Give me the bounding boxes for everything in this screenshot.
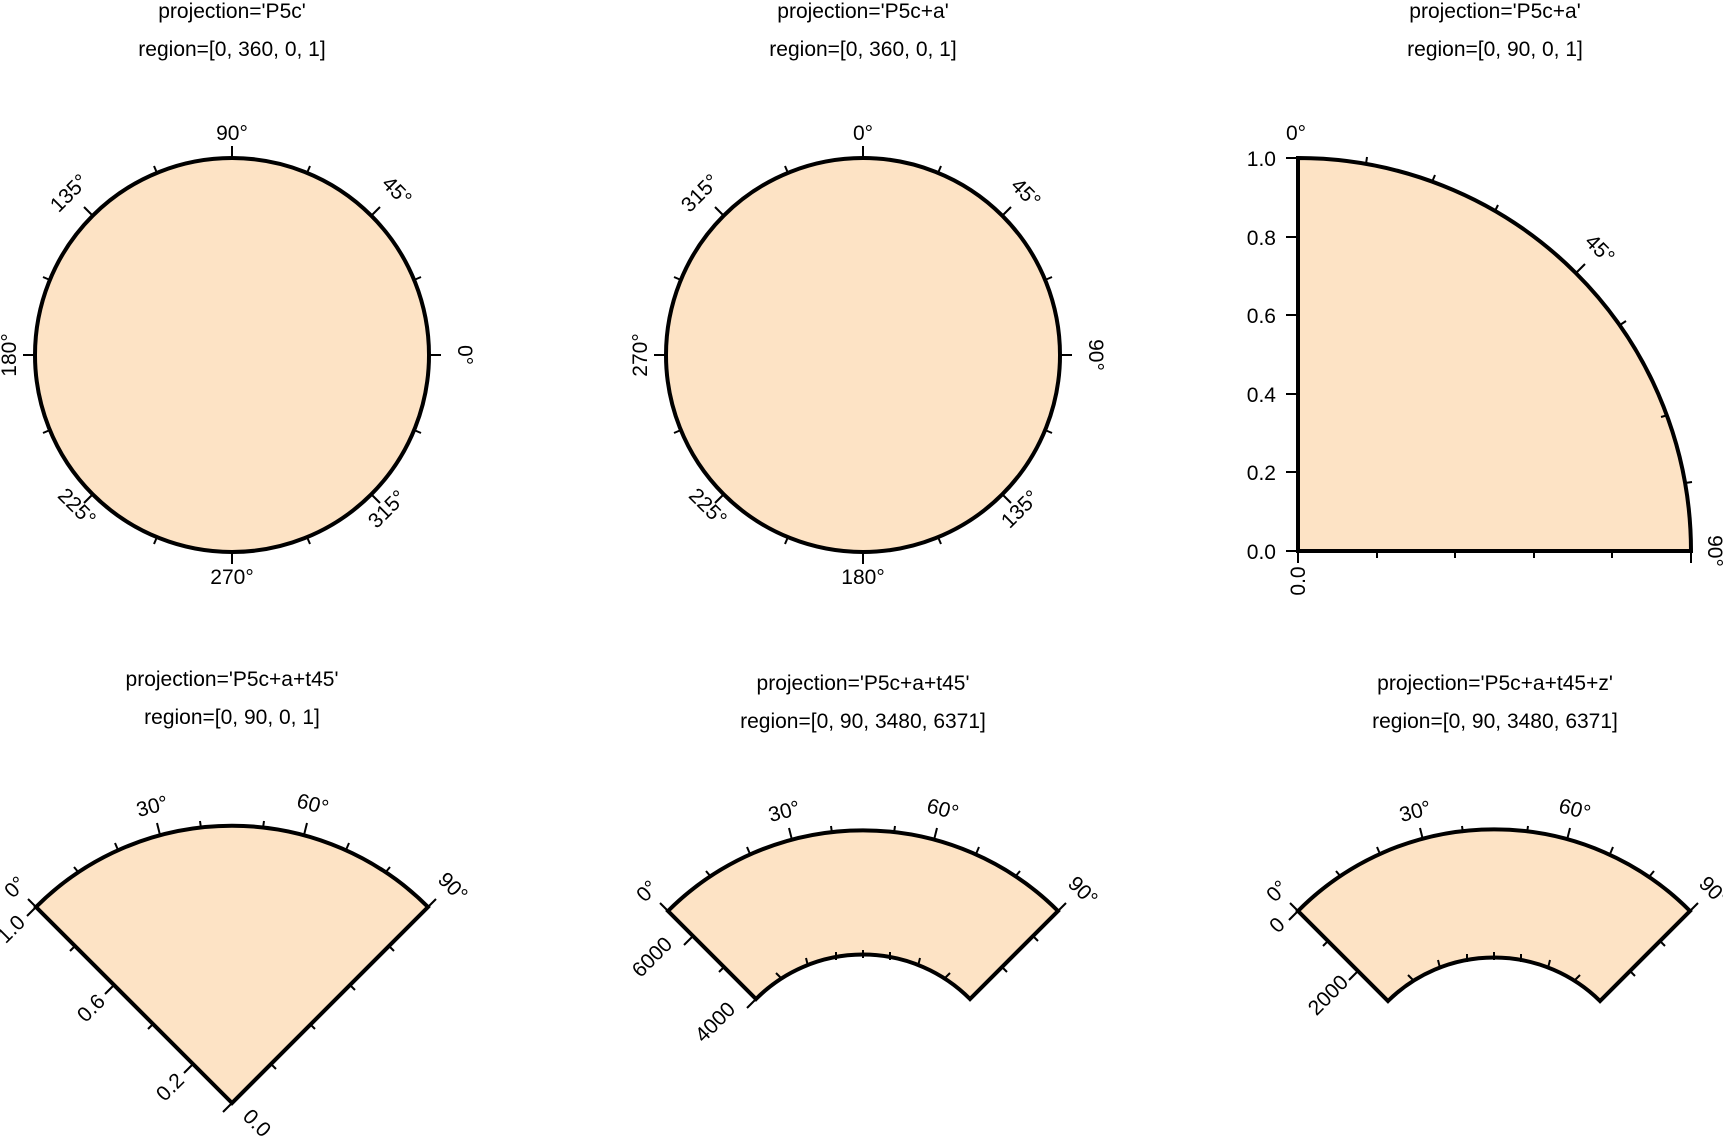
radius-label-0-0: 0.0 — [238, 1105, 275, 1139]
angle-label-90: 90° — [216, 122, 248, 145]
radius-label-0-0-bottom: 0.0 — [1287, 566, 1310, 595]
plot-area — [1298, 158, 1691, 551]
plot-area — [35, 158, 429, 552]
panel-title-line-2: region=[0, 360, 0, 1] — [138, 38, 325, 61]
angle-label-90: 90° — [433, 868, 472, 907]
angle-label-0: 0° — [1286, 122, 1306, 145]
angle-label-60: 60° — [294, 790, 331, 820]
radius-label-0-6: 0.6 — [73, 990, 110, 1027]
panel-title-line-1: projection='P5c+a' — [777, 0, 948, 23]
panel-p5c-a-quarter: projection='P5c+a' region=[0, 90, 0, 1] — [1247, 0, 1723, 596]
panel-title-line-2: region=[0, 90, 0, 1] — [144, 706, 320, 729]
radius-label-4000: 4000 — [691, 998, 740, 1047]
angle-label-0: 0° — [853, 122, 873, 145]
angle-label-90: 90° — [1084, 339, 1107, 371]
radius-label-0-6: 0.6 — [1247, 305, 1276, 328]
angle-label-0: 0° — [0, 872, 30, 902]
panel-title-line-1: projection='P5c+a+t45' — [126, 668, 339, 691]
panel-title-line-2: region=[0, 90, 3480, 6371] — [1372, 710, 1618, 733]
angle-label-270: 270° — [210, 566, 253, 589]
radius-label-0-4: 0.4 — [1247, 384, 1277, 407]
angle-label-30: 30° — [134, 792, 171, 822]
radius-label-6000: 6000 — [628, 933, 677, 982]
plot-frame — [665, 828, 1061, 1002]
plot-frame — [33, 823, 431, 1106]
panel-title-line-1: projection='P5c' — [158, 0, 306, 23]
panel-title-line-2: region=[0, 360, 0, 1] — [769, 38, 956, 61]
radius-label-0-8: 0.8 — [1247, 227, 1276, 250]
panel-title-line-2: region=[0, 90, 3480, 6371] — [740, 710, 986, 733]
angle-label-45: 45° — [377, 172, 416, 211]
plot-frame — [33, 156, 431, 554]
radius-label-1-0: 1.0 — [0, 911, 30, 948]
radius-label-0: 0 — [1265, 913, 1290, 938]
angle-label-90: 90° — [1703, 535, 1723, 567]
radius-label-0-2: 0.2 — [152, 1069, 189, 1106]
angle-label-0: 0° — [453, 345, 476, 365]
panel-title-line-2: region=[0, 90, 0, 1] — [1407, 38, 1583, 61]
angle-label-60: 60° — [1556, 795, 1593, 825]
panel-p5c-a-t45: projection='P5c+a+t45' region=[0, 90, 0,… — [0, 668, 472, 1139]
angle-label-45: 45° — [1006, 174, 1045, 213]
angle-label-90: 90° — [1063, 872, 1102, 911]
angle-label-0: 0° — [632, 876, 662, 906]
angle-label-180: 180° — [0, 333, 21, 376]
plot-frame — [1296, 155, 1694, 553]
angle-label-45: 45° — [1580, 230, 1619, 269]
panel-p5c-a: projection='P5c+a' region=[0, 360, 0, 1]… — [629, 0, 1107, 589]
angle-label-0: 0° — [1262, 876, 1292, 906]
radius-label-1-0: 1.0 — [1247, 148, 1276, 171]
plot-area — [36, 825, 428, 1103]
angle-label-270: 270° — [629, 333, 652, 376]
angle-label-90: 90° — [1694, 872, 1723, 911]
panel-title-line-1: projection='P5c+a' — [1409, 0, 1580, 23]
panel-p5c-a-t45-z-annulus: projection='P5c+a+t45+z' region=[0, 90, … — [1262, 672, 1723, 1020]
angle-label-30: 30° — [766, 797, 803, 827]
angle-label-30: 30° — [1397, 797, 1434, 827]
plot-area — [666, 158, 1060, 552]
panel-p5c: projection='P5c' region=[0, 360, 0, 1] 0… — [0, 0, 476, 589]
angle-label-180: 180° — [841, 566, 884, 589]
panel-p5c-a-t45-annulus: projection='P5c+a+t45' region=[0, 90, 34… — [628, 672, 1102, 1047]
angle-label-60: 60° — [924, 795, 961, 825]
radius-label-2000: 2000 — [1304, 971, 1353, 1020]
panel-title-line-1: projection='P5c+a+t45+z' — [1377, 672, 1613, 695]
panel-title-line-1: projection='P5c+a+t45' — [757, 672, 970, 695]
radius-label-0-0: 0.0 — [1247, 541, 1276, 564]
radius-label-0-2: 0.2 — [1247, 462, 1276, 485]
plot-frame — [664, 156, 1062, 554]
plot-area — [1298, 829, 1690, 1001]
plot-area — [668, 830, 1058, 999]
plot-frame — [1295, 827, 1693, 1004]
